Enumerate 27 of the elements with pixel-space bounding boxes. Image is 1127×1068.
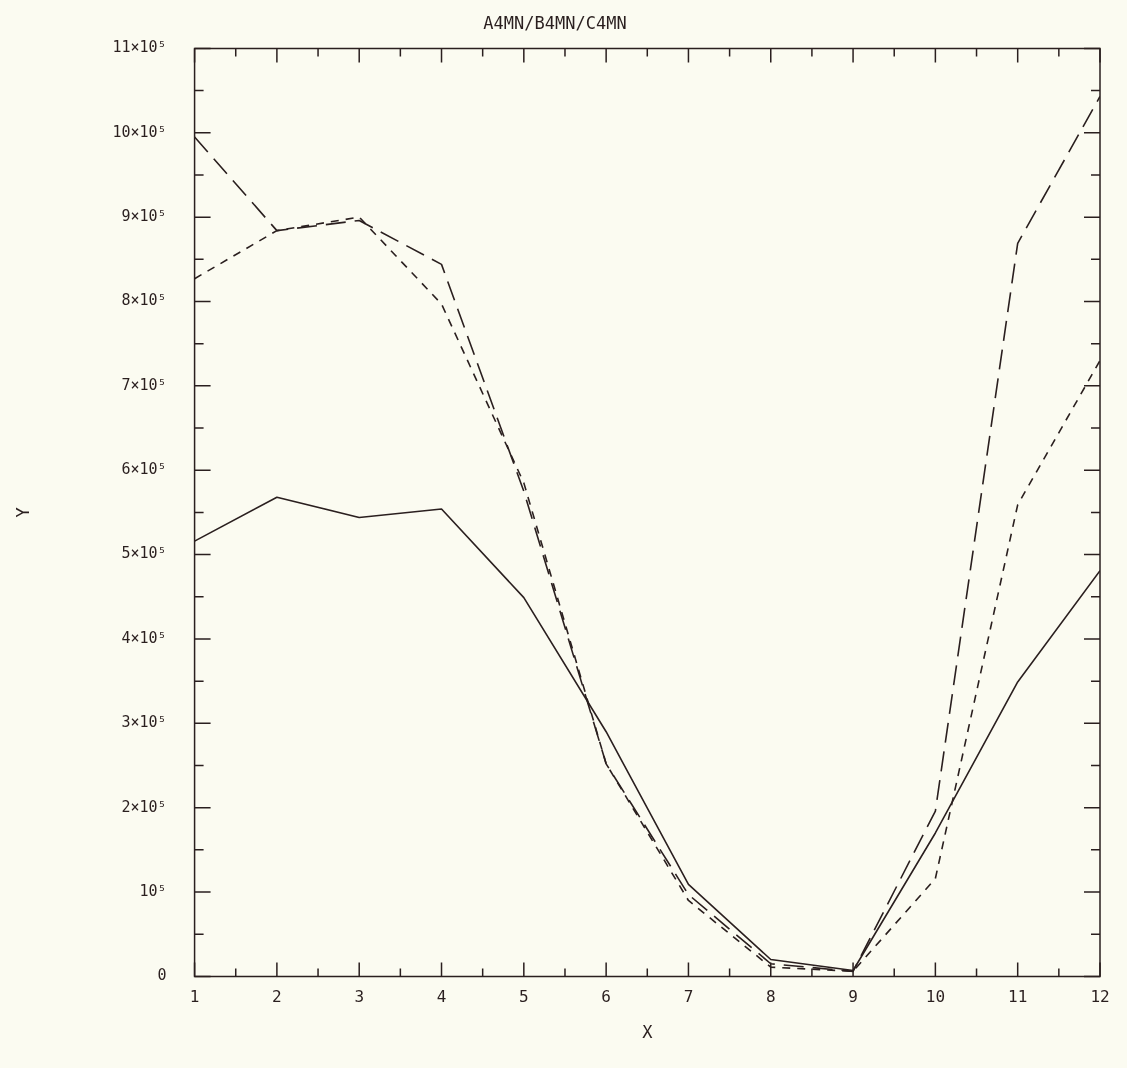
y-tick-label: 0 <box>157 966 167 985</box>
x-tick-label: 11 <box>1008 987 1028 1007</box>
x-tick-label: 3 <box>354 987 365 1007</box>
y-tick-label: 8×10⁵ <box>121 291 167 310</box>
x-tick-label: 2 <box>272 987 282 1007</box>
x-tick-label: 4 <box>436 987 447 1007</box>
y-tick-label: 5×10⁵ <box>121 544 167 563</box>
y-axis-title: Y <box>12 507 33 518</box>
y-tick-label: 2×10⁵ <box>121 797 167 816</box>
x-tick-label: 9 <box>848 987 858 1007</box>
x-tick-label: 5 <box>519 987 529 1007</box>
y-tick-label: 10⁵ <box>139 881 167 900</box>
y-tick-label: 9×10⁵ <box>121 207 167 226</box>
x-tick-label: 12 <box>1090 987 1110 1007</box>
chart-title: A4MN/B4MN/C4MN <box>483 12 627 33</box>
x-tick-label: 7 <box>683 987 694 1007</box>
x-tick-label: 8 <box>765 987 776 1007</box>
y-tick-label: 4×10⁵ <box>121 628 167 647</box>
y-tick-label: 3×10⁵ <box>121 713 167 732</box>
x-tick-label: 6 <box>601 987 611 1007</box>
y-tick-label: 11×10⁵ <box>112 38 167 57</box>
y-tick-label: 7×10⁵ <box>121 375 167 394</box>
x-tick-label: 10 <box>925 987 946 1007</box>
y-tick-label: 10×10⁵ <box>112 122 167 141</box>
y-tick-label: 6×10⁵ <box>121 460 167 479</box>
x-tick-label: 1 <box>189 987 200 1007</box>
x-axis-title: X <box>642 1022 654 1043</box>
